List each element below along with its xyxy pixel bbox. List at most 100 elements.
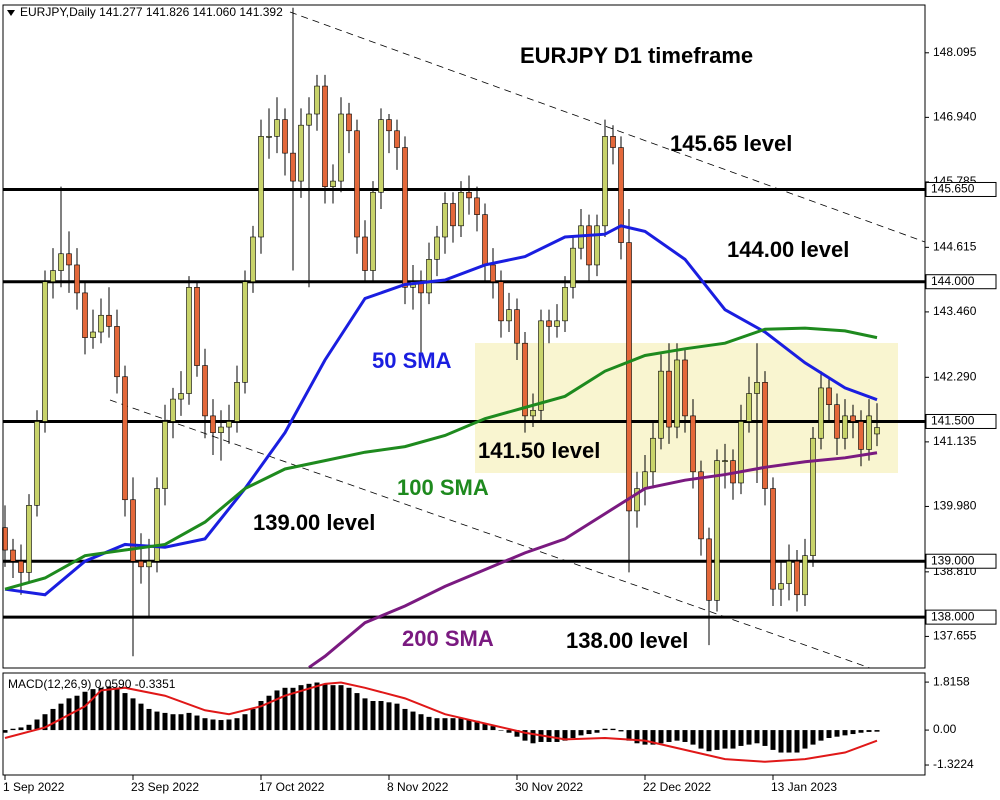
symbol: EURJPY,Daily <box>20 5 96 19</box>
candle-body <box>242 281 248 383</box>
level-annotation: 144.00 level <box>727 237 849 262</box>
level-label: 144.000 <box>931 274 975 288</box>
candle-body <box>482 214 488 266</box>
sma-line <box>308 451 878 669</box>
candle-body <box>650 437 656 473</box>
candle-body <box>546 320 552 327</box>
candle-body <box>706 538 712 601</box>
macd-bar <box>306 683 312 731</box>
candle-body <box>346 113 352 132</box>
macd-title: MACD(12,26,9) 0.0590 -0.3351 <box>8 677 176 691</box>
y-tick-label: 148.095 <box>933 45 977 59</box>
macd-bar <box>42 714 48 731</box>
macd-bar <box>82 691 88 731</box>
macd-bar <box>842 730 848 736</box>
macd-bar <box>426 716 432 731</box>
macd-bar <box>754 730 760 744</box>
macd-bar <box>154 711 160 731</box>
candle-body <box>474 197 480 215</box>
macd-bar <box>834 730 840 737</box>
candle-body <box>834 404 840 439</box>
macd-bar <box>202 718 208 731</box>
macd-bar <box>530 730 536 744</box>
macd-bar <box>442 718 448 731</box>
sma-label: 200 SMA <box>402 626 494 651</box>
candle-body <box>402 147 408 288</box>
macd-bar <box>810 730 816 745</box>
macd-bar <box>578 730 584 736</box>
candle-body <box>282 119 288 154</box>
macd-bar <box>106 686 112 731</box>
macd-bar <box>138 703 144 731</box>
candle-body <box>746 393 752 422</box>
candle-body <box>618 147 624 243</box>
macd-bar <box>666 730 672 742</box>
level-label: 141.500 <box>931 414 975 428</box>
macd-bar <box>866 730 872 732</box>
macd-bar <box>402 708 408 731</box>
candle-body <box>498 281 504 322</box>
level-label-box <box>925 274 997 290</box>
macd-bar <box>322 683 328 731</box>
candle-body <box>258 136 264 238</box>
candle-body <box>98 314 104 333</box>
candle-body <box>154 488 160 562</box>
level-label-box <box>925 609 997 625</box>
candle-body <box>450 203 456 227</box>
candle-body <box>762 382 768 489</box>
macd-bar <box>778 730 784 753</box>
x-tick-label: 13 Jan 2023 <box>771 780 837 794</box>
macd-bar <box>162 712 168 731</box>
level-annotation: 139.00 level <box>253 510 375 535</box>
macd-bar <box>562 730 568 741</box>
macd-bar <box>514 730 520 737</box>
macd-bar <box>722 730 728 749</box>
candle-body <box>602 136 608 227</box>
macd-bar <box>490 726 496 731</box>
candle-body <box>522 342 528 417</box>
candle-body <box>874 427 880 435</box>
candle-body <box>362 236 368 271</box>
candle-body <box>842 415 848 439</box>
macd-bar <box>706 730 712 752</box>
macd-bar <box>146 708 152 731</box>
y-tick-label: 141.135 <box>933 434 977 448</box>
macd-bar <box>770 730 776 750</box>
candle-body <box>42 281 48 422</box>
macd-bar <box>282 687 288 731</box>
candle-body <box>506 309 512 322</box>
macd-bar <box>650 730 656 745</box>
macd-bar <box>794 730 800 753</box>
macd-bar <box>874 730 880 732</box>
candle-body <box>354 130 360 238</box>
macd-bar <box>250 708 256 731</box>
macd-bar <box>338 685 344 731</box>
level-label: 145.650 <box>931 182 975 196</box>
macd-bar <box>234 718 240 731</box>
macd-bar <box>602 728 608 731</box>
candle-body <box>162 421 168 489</box>
y-tick-label: 146.940 <box>933 110 977 124</box>
candle-body <box>666 370 672 428</box>
x-tick-label: 8 Nov 2022 <box>387 780 449 794</box>
macd-bar <box>370 701 376 731</box>
candle-body <box>458 191 464 227</box>
x-tick-label: 1 Sep 2022 <box>3 780 65 794</box>
level-annotation: 145.65 level <box>670 131 792 156</box>
macd-bar <box>330 685 336 731</box>
macd-bar <box>850 730 856 735</box>
candle-body <box>714 460 720 601</box>
trend-line-upper <box>289 11 926 243</box>
candle-body <box>722 460 728 462</box>
macd-bar <box>594 730 600 733</box>
candle-body <box>794 560 800 596</box>
candle-body <box>514 309 520 344</box>
macd-bar <box>618 730 624 732</box>
level-annotation: 138.00 level <box>566 628 688 653</box>
x-tick-label: 30 Nov 2022 <box>515 780 583 794</box>
candle-body <box>50 270 56 283</box>
candle-body <box>538 320 544 411</box>
macd-bar <box>210 719 216 731</box>
macd-bar <box>58 703 64 731</box>
candle-body <box>594 225 600 266</box>
